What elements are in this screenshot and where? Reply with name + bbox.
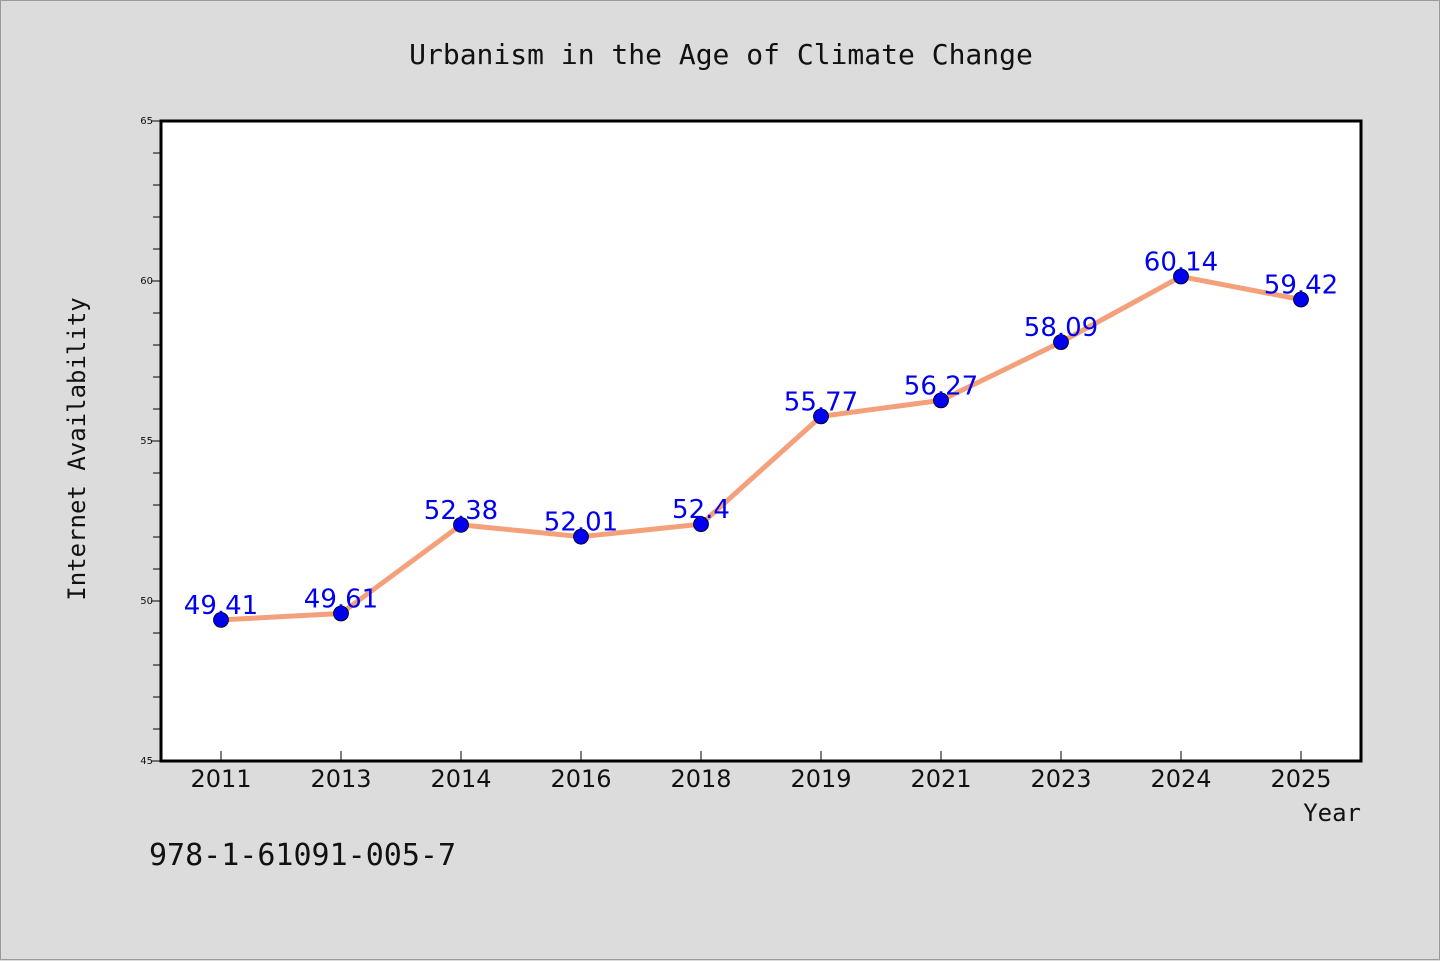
series-line bbox=[220, 274, 1302, 623]
data-point bbox=[213, 611, 229, 628]
data-point bbox=[1173, 268, 1189, 285]
data-point bbox=[333, 605, 349, 622]
y-axis: 45 50 55 60 65 bbox=[140, 116, 161, 767]
x-axis-label: Year bbox=[1303, 799, 1361, 827]
x-tick-label: 2021 bbox=[910, 765, 971, 793]
x-tick-label: 2014 bbox=[430, 765, 491, 793]
data-label: 49.41 bbox=[184, 591, 258, 621]
data-point bbox=[1053, 334, 1069, 351]
isbn-text: 978-1-61091-005-7 bbox=[149, 838, 456, 873]
data-label: 58.09 bbox=[1024, 313, 1098, 343]
data-label: 60.14 bbox=[1144, 248, 1218, 278]
data-point bbox=[813, 408, 829, 425]
chart-title: Urbanism in the Age of Climate Change bbox=[409, 38, 1033, 71]
data-point bbox=[1293, 291, 1309, 308]
data-label: 52.4 bbox=[672, 495, 730, 525]
y-tick-label: 45 bbox=[140, 756, 153, 767]
data-point bbox=[693, 516, 709, 533]
x-tick-label: 2023 bbox=[1030, 765, 1091, 793]
x-tick-label: 2024 bbox=[1150, 765, 1211, 793]
x-tick-label: 2019 bbox=[790, 765, 851, 793]
y-tick-label: 60 bbox=[140, 276, 153, 287]
data-label: 49.61 bbox=[304, 584, 378, 614]
data-label: 52.38 bbox=[424, 496, 498, 526]
plot-area bbox=[159, 119, 1363, 763]
x-tick-label: 2013 bbox=[310, 765, 371, 793]
data-point bbox=[453, 516, 469, 533]
data-label: 56.27 bbox=[904, 371, 978, 401]
data-label: 59.42 bbox=[1264, 271, 1338, 301]
y-axis-label: Internet Availability bbox=[63, 297, 91, 600]
x-tick-label: 2025 bbox=[1270, 765, 1331, 793]
x-tick-label: 2016 bbox=[550, 765, 611, 793]
y-tick-label: 50 bbox=[140, 596, 153, 607]
y-tick-label: 55 bbox=[140, 436, 153, 447]
x-tick-label: 2018 bbox=[670, 765, 731, 793]
data-point bbox=[933, 392, 949, 409]
series-group: 49.41 49.61 52.38 52.01 52.4 55.77 56.27 58.09 6… bbox=[184, 248, 1338, 628]
x-tick-label: 2011 bbox=[190, 765, 251, 793]
data-label: 52.01 bbox=[544, 508, 618, 538]
y-tick-label: 65 bbox=[140, 116, 153, 127]
data-point bbox=[573, 528, 589, 545]
x-axis: 2011 2013 2014 2016 2018 2019 2021 2023 2024 2025 bbox=[190, 751, 1332, 793]
data-label: 55.77 bbox=[784, 387, 858, 417]
